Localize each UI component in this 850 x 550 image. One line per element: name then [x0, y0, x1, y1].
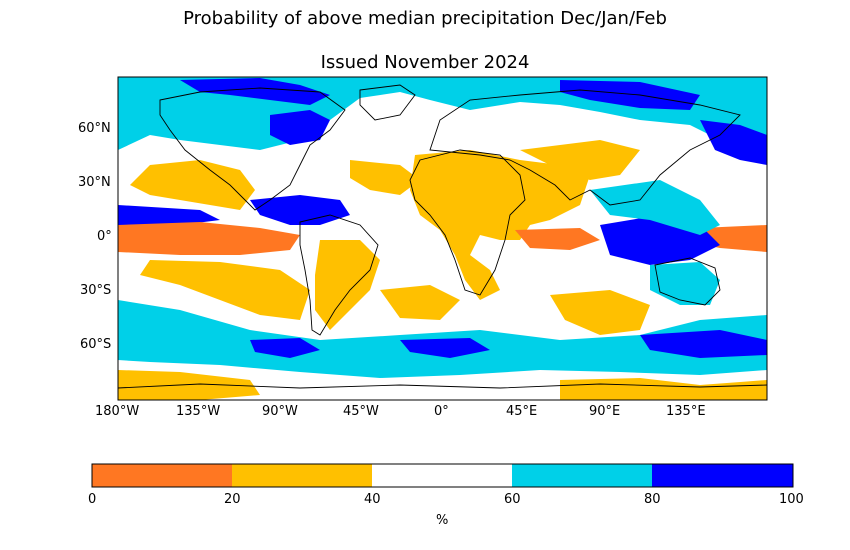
- southern-blue-1: [250, 338, 320, 358]
- lon-tick-135w: 135°W: [176, 404, 221, 419]
- colorbar-tick-20: 20: [224, 492, 241, 507]
- colorbar-tick-80: 80: [644, 492, 661, 507]
- south-atlantic-orange: [380, 285, 460, 320]
- south-indian-orange: [550, 290, 650, 335]
- pacific-blue-patch: [700, 120, 767, 165]
- maritime-cyan: [590, 180, 720, 235]
- coastlines: [118, 84, 767, 389]
- colorbar-segment-40-60: [372, 464, 512, 487]
- lon-tick-135e: 135°E: [666, 404, 706, 419]
- colorbar-tick-60: 60: [504, 492, 521, 507]
- siberia-blue-patch: [560, 80, 700, 110]
- probability-field: [118, 77, 767, 400]
- lon-tick-90w: 90°W: [262, 404, 298, 419]
- south-america-outline: [299, 214, 379, 336]
- greenland-outline: [359, 84, 416, 121]
- south-pacific-orange: [140, 260, 310, 320]
- colorbar-tick-0: 0: [88, 492, 97, 507]
- colorbar-unit: %: [436, 513, 449, 528]
- southern-blue-3: [640, 330, 767, 358]
- north-america-outline: [159, 87, 346, 211]
- lat-tick-60n: 60°N: [78, 121, 111, 136]
- figure-title: Probability of above median precipitatio…: [183, 8, 667, 29]
- lat-tick-0: 0°: [97, 229, 112, 244]
- colorbar-tick-40: 40: [364, 492, 381, 507]
- figure-subtitle: Issued November 2024: [320, 52, 530, 73]
- lat-tick-60s: 60°S: [80, 337, 112, 352]
- antarctica-outline: [118, 383, 767, 389]
- lon-tick-45w: 45°W: [343, 404, 379, 419]
- lon-tick-180w: 180°W: [95, 404, 140, 419]
- lat-tick-30n: 30°N: [78, 175, 111, 190]
- australia-cyan: [650, 262, 720, 305]
- colorbar-tick-100: 100: [779, 492, 804, 507]
- canada-blue-patch: [270, 110, 330, 145]
- lon-tick-45e: 45°E: [506, 404, 538, 419]
- southern-blue-2: [400, 338, 490, 358]
- indian-ocean-orange: [515, 228, 600, 250]
- south-america-orange: [315, 240, 380, 330]
- colorbar-segment-80-100: [652, 464, 793, 487]
- atlantic-orange: [350, 160, 420, 195]
- colorbar: [91, 463, 794, 488]
- eurasia-outline: [429, 89, 741, 206]
- africa-orange: [410, 150, 590, 300]
- map-frame: [117, 76, 768, 401]
- lon-tick-0: 0°: [434, 404, 449, 419]
- australia-outline: [654, 257, 721, 306]
- west-pacific-blue: [118, 205, 220, 225]
- arctic-blue-patch: [180, 78, 330, 105]
- equatorial-pacific-orange: [118, 222, 300, 255]
- lon-tick-90e: 90°E: [589, 404, 621, 419]
- colorbar-frame: [91, 463, 794, 488]
- antarctic-orange-east: [560, 378, 767, 400]
- colorbar-segment-0-20: [92, 464, 232, 487]
- lat-tick-30s: 30°S: [80, 283, 112, 298]
- colorbar-segment-20-40: [232, 464, 372, 487]
- antarctic-orange: [118, 370, 260, 400]
- central-america-blue: [250, 195, 350, 225]
- africa-outline: [409, 149, 526, 296]
- north-pacific-orange: [130, 160, 255, 210]
- colorbar-segment-60-80: [512, 464, 652, 487]
- middle-east-orange: [520, 140, 640, 180]
